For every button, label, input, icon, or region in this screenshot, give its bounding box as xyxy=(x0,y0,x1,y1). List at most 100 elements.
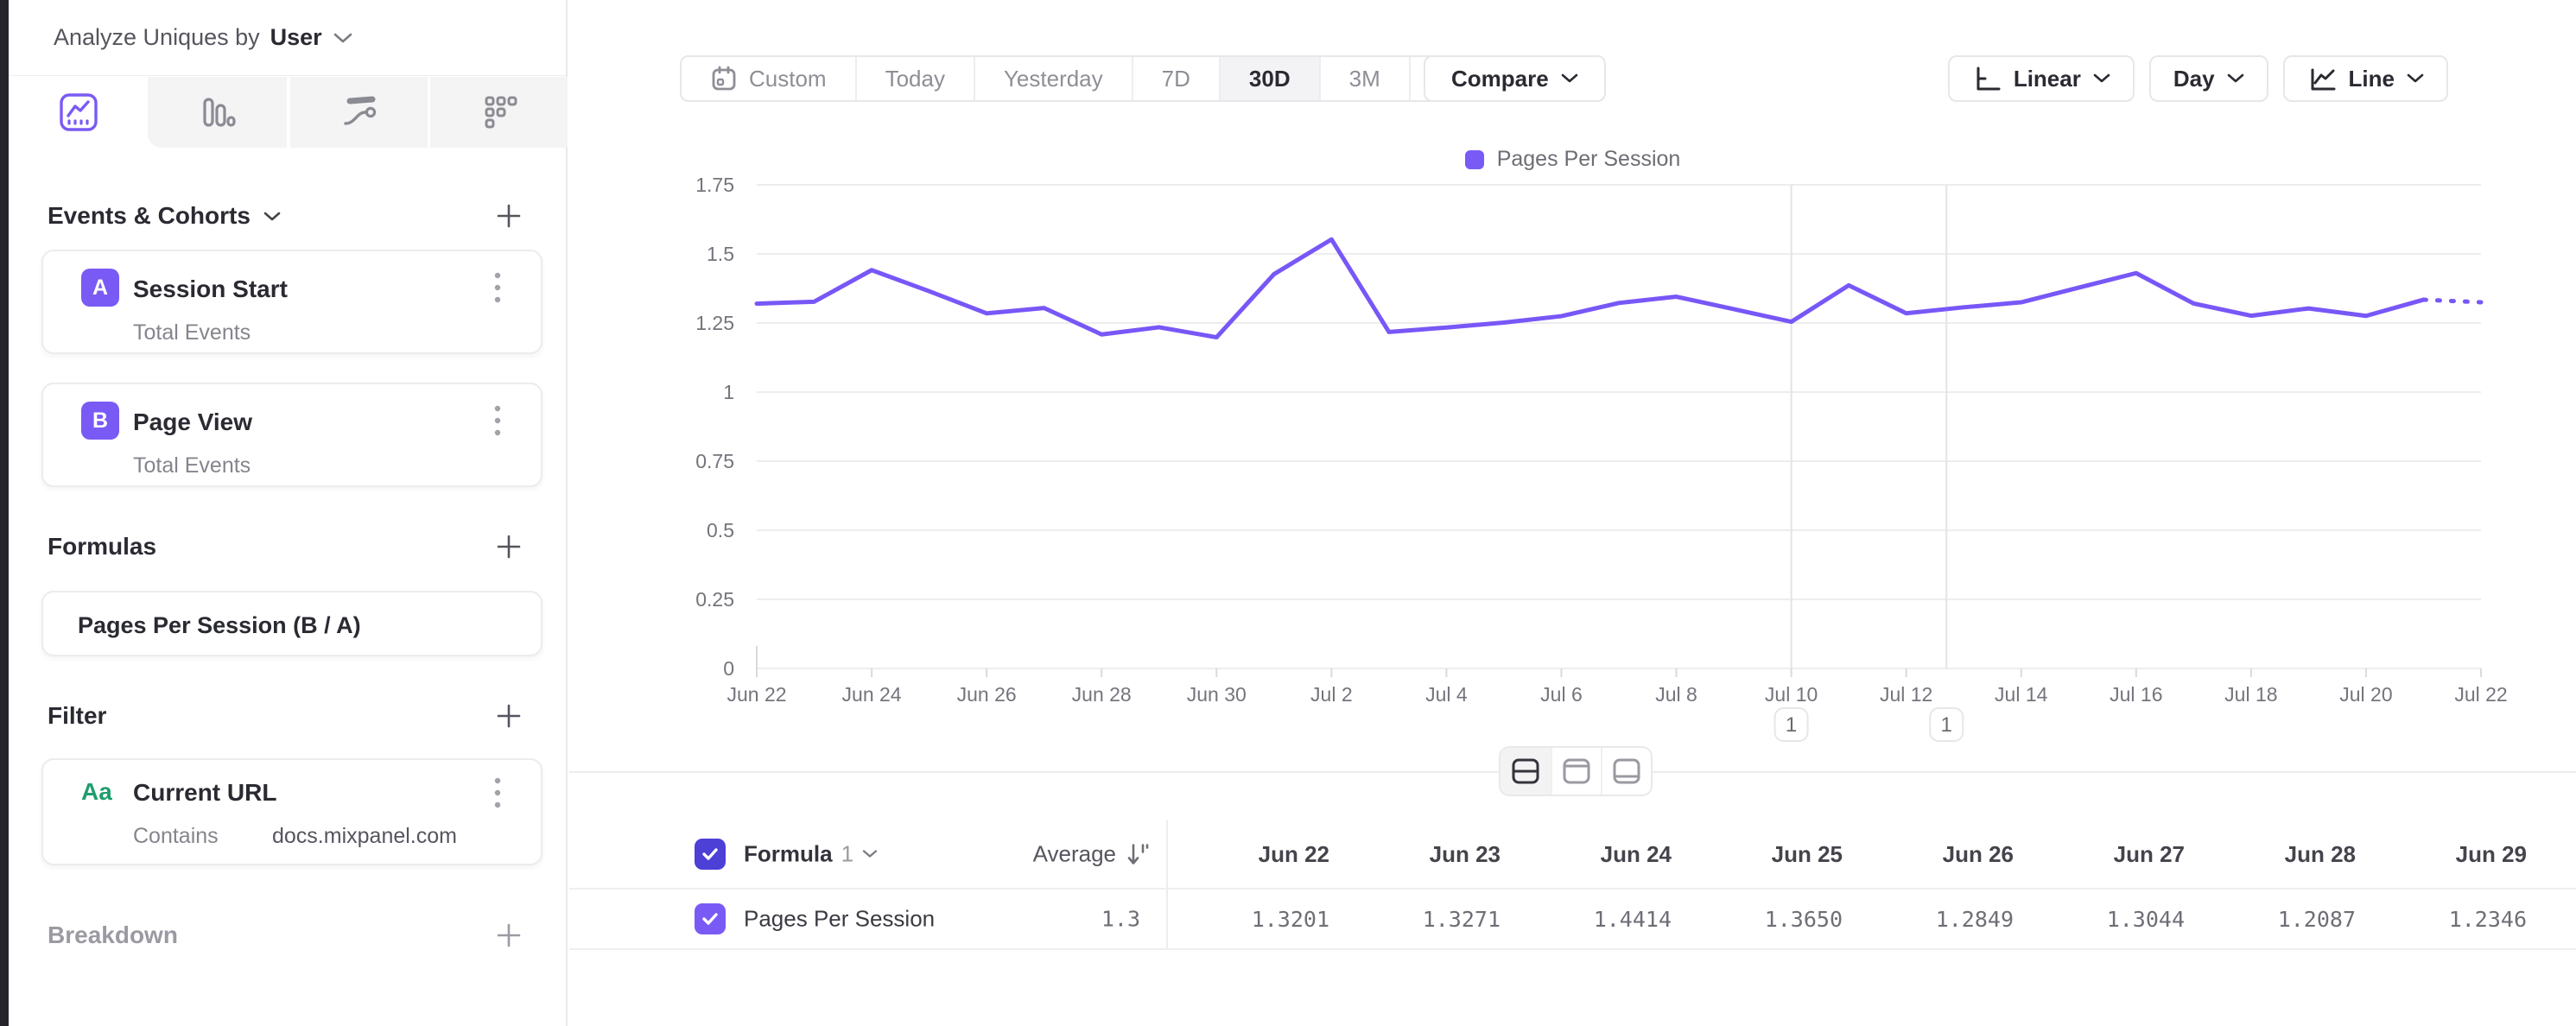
chart-options-toolbar: Linear Day Line xyxy=(1947,55,2448,102)
event-measure[interactable]: Total Events xyxy=(133,320,251,345)
events-section-title: Events & Cohorts xyxy=(48,202,251,229)
filter-value[interactable]: docs.mixpanel.com xyxy=(272,824,457,848)
chevron-down-icon[interactable] xyxy=(263,211,282,222)
event-card-b[interactable]: B Page View Total Events xyxy=(41,383,542,487)
table-column-header[interactable]: Jun 24 xyxy=(1600,840,1672,867)
table-column-header[interactable]: Jun 27 xyxy=(2113,840,2185,867)
series-line-incomplete[interactable] xyxy=(2421,297,2484,305)
table-cell-value: 1.3650 xyxy=(1764,906,1843,932)
chart-type-label: Line xyxy=(2348,65,2395,92)
add-filter-button[interactable] xyxy=(492,700,525,732)
report-main-area: Custom Today Yesterday 7D 30D 3M 6M 12M … xyxy=(569,0,2576,1026)
line-chart-icon xyxy=(2307,64,2337,93)
formula-dropdown[interactable]: Formula 1 xyxy=(744,841,878,868)
annotation-badge[interactable] xyxy=(1773,707,1809,742)
kebab-menu-icon[interactable] xyxy=(480,402,515,440)
tab-insights[interactable] xyxy=(9,77,148,148)
filter-operator[interactable]: Contains xyxy=(133,824,219,848)
granularity-label: Day xyxy=(2173,65,2215,92)
table-column-header[interactable]: Jun 25 xyxy=(1771,840,1843,867)
range-7d[interactable]: 7D xyxy=(1131,57,1219,100)
table-column-header[interactable]: Jun 23 xyxy=(1429,840,1501,867)
x-axis-label: Jul 2 xyxy=(1310,683,1353,706)
table-column-header[interactable]: Jun 22 xyxy=(1258,840,1329,867)
table-data-row[interactable]: Pages Per Session 1.3 1.3201 1.3271 1.4414… xyxy=(569,890,2576,950)
y-axis-label: 0 xyxy=(723,657,734,680)
table-column-header[interactable]: Jun 26 xyxy=(1942,840,2014,867)
legend-series-label[interactable]: Pages Per Session xyxy=(1496,147,1681,171)
range-label: 7D xyxy=(1161,65,1190,92)
annotation-badge[interactable] xyxy=(1929,707,1964,742)
x-axis-label: Jun 26 xyxy=(957,683,1017,706)
range-yesterday[interactable]: Yesterday xyxy=(973,57,1132,100)
chevron-down-icon xyxy=(333,32,353,44)
analyze-by-dropdown[interactable]: User xyxy=(270,24,322,50)
table-cell-value: 1.3271 xyxy=(1422,906,1501,932)
average-value: 1.3 xyxy=(1101,906,1140,932)
granularity-dropdown[interactable]: Day xyxy=(2148,55,2268,102)
layout-toggle-group xyxy=(1499,746,1653,796)
table-column-header[interactable]: Jun 29 xyxy=(2455,840,2527,867)
add-formula-button[interactable] xyxy=(492,530,525,563)
kebab-menu-icon[interactable] xyxy=(480,269,515,307)
layout-chart-only-button[interactable] xyxy=(1551,748,1601,795)
range-3m[interactable]: 3M xyxy=(1318,57,1409,100)
tab-funnels[interactable] xyxy=(148,77,287,148)
range-today[interactable]: Today xyxy=(854,57,974,100)
y-axis-label: 1.75 xyxy=(695,174,734,196)
range-30d[interactable]: 30D xyxy=(1218,57,1319,100)
event-measure[interactable]: Total Events xyxy=(133,453,251,478)
events-section-header: Events & Cohorts xyxy=(9,194,566,238)
tab-retention[interactable] xyxy=(428,77,568,148)
x-axis-label: Jul 16 xyxy=(2110,683,2162,706)
filter-property-name[interactable]: Current URL xyxy=(133,779,277,806)
analyze-label: Analyze Uniques by xyxy=(54,24,260,50)
x-axis-label: Jul 8 xyxy=(1655,683,1697,706)
compare-button[interactable]: Compare xyxy=(1424,55,1606,102)
string-type-icon: Aa xyxy=(81,778,112,805)
x-axis-label: Jul 10 xyxy=(1765,683,1818,706)
y-axis-label: 1.5 xyxy=(707,243,734,265)
select-all-checkbox[interactable] xyxy=(695,839,726,870)
add-event-button[interactable] xyxy=(492,200,525,232)
date-column-headers: Jun 22 Jun 23 Jun 24 Jun 25 Jun 26 Jun 27 Jun … xyxy=(1198,820,2576,888)
formula-name[interactable]: Pages Per Session (B / A) xyxy=(78,612,361,638)
filter-card[interactable]: Aa Current URL Contains docs.mixpanel.co… xyxy=(41,758,542,865)
event-name[interactable]: Page View xyxy=(133,408,253,435)
legend-swatch xyxy=(1464,149,1484,169)
formula-label: Formula xyxy=(744,840,833,867)
formula-card[interactable]: Pages Per Session (B / A) xyxy=(41,591,542,656)
range-custom[interactable]: Custom xyxy=(682,57,855,100)
series-checkbox[interactable] xyxy=(695,903,726,934)
table-cell-value: 1.2849 xyxy=(1935,906,2014,932)
layout-split-button[interactable] xyxy=(1501,748,1551,795)
series-line[interactable] xyxy=(754,237,2426,340)
date-column-values: 1.3201 1.3271 1.4414 1.3650 1.2849 1.3044 1.20… xyxy=(1198,890,2576,948)
chevron-down-icon xyxy=(2227,73,2244,84)
axis-scale-icon xyxy=(1972,64,2002,93)
kebab-menu-icon[interactable] xyxy=(480,774,515,812)
line-chart-svg[interactable]: 0 0.25 0.5 0.75 1 1.25 1.5 1.75 1 1 Jun 22 Jun 24 Ju… xyxy=(569,112,2576,771)
x-axis-label: Jul 18 xyxy=(2224,683,2277,706)
event-card-a[interactable]: A Session Start Total Events xyxy=(41,250,542,354)
table-cell-value: 1.4414 xyxy=(1593,906,1672,932)
table-column-header[interactable]: Jun 28 xyxy=(2284,840,2356,867)
y-axis-label: 0.5 xyxy=(707,519,734,542)
average-sort-header[interactable]: Average xyxy=(1033,841,1149,868)
add-breakdown-button[interactable] xyxy=(492,919,525,952)
table-cell-value: 1.2087 xyxy=(2277,906,2356,932)
event-name[interactable]: Session Start xyxy=(133,276,288,302)
sort-descending-icon xyxy=(1126,842,1149,866)
query-builder-sidebar: Analyze Uniques by User xyxy=(9,0,568,1026)
funnels-icon xyxy=(198,92,238,132)
breakdown-section-header: Breakdown xyxy=(9,914,566,957)
table-header-row: Formula 1 Average Jun 22 Jun 23 Jun 24 xyxy=(569,820,2576,890)
table-column-divider xyxy=(1166,820,1168,950)
tab-flows[interactable] xyxy=(289,77,428,148)
scale-dropdown[interactable]: Linear xyxy=(1947,55,2135,102)
chart-type-dropdown[interactable]: Line xyxy=(2282,55,2448,102)
event-letter-badge: B xyxy=(81,402,119,440)
range-label: Yesterday xyxy=(1003,65,1103,92)
layout-table-only-button[interactable] xyxy=(1601,748,1651,795)
formulas-section-header: Formulas xyxy=(9,525,566,568)
